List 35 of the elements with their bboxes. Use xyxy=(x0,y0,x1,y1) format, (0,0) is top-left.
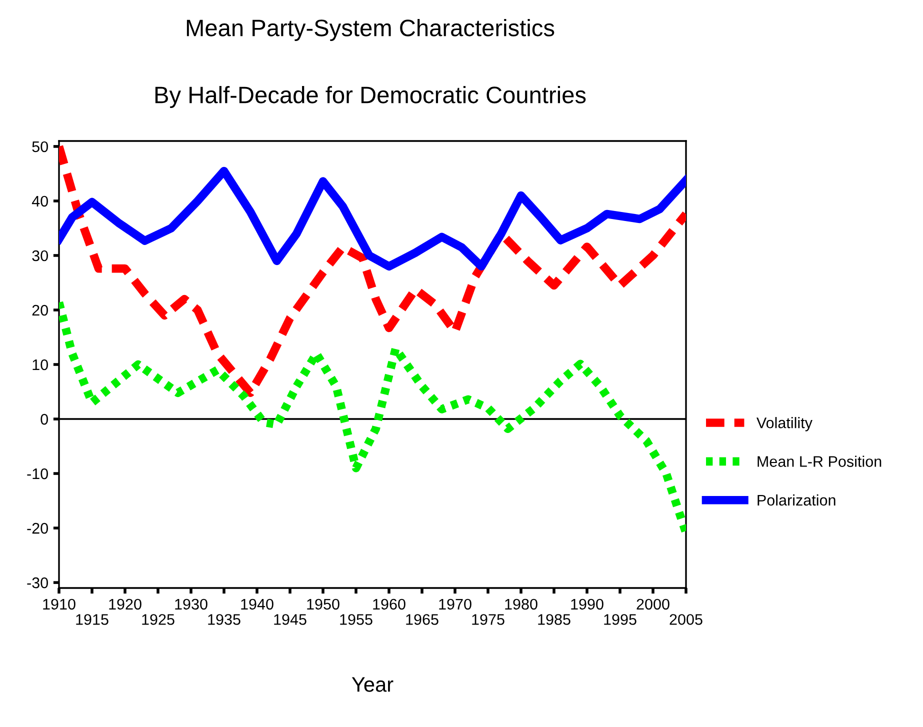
x2-tick-label: 1945 xyxy=(274,614,306,625)
x-tick-label: 1950 xyxy=(307,598,340,610)
x-tick-label: 1930 xyxy=(175,598,208,610)
y-tick-label: 50 xyxy=(32,141,48,152)
chart-subtitle: By Half-Decade for Democratic Countries xyxy=(155,86,586,108)
chart-title: Mean Party-System Characteristics xyxy=(186,18,554,42)
x-axis-title: Year xyxy=(352,677,394,692)
x2-tick-label: 1965 xyxy=(406,614,438,625)
y-tick-label: 30 xyxy=(32,250,48,262)
y-tick-label: 40 xyxy=(32,196,48,207)
x2-tick-label: 1955 xyxy=(340,614,372,625)
x-tick-label: 1990 xyxy=(571,598,604,610)
x-tick-label: 1940 xyxy=(241,598,274,610)
x-tick-label: 1970 xyxy=(439,598,472,610)
y-tick-label: -10 xyxy=(27,468,48,480)
x-tick-label: 1920 xyxy=(109,598,142,610)
x2-tick-label: 1935 xyxy=(208,614,240,625)
y-tick-label: 0 xyxy=(40,414,48,425)
x2-tick-label: 1975 xyxy=(472,614,504,625)
y-tick-label: 10 xyxy=(32,359,48,370)
y-tick-label: 20 xyxy=(32,304,48,316)
legend-label: Volatility xyxy=(756,417,812,432)
legend-label: Polarization xyxy=(758,494,836,506)
x2-tick-label: 1995 xyxy=(604,614,636,625)
x-tick-label: 1910 xyxy=(43,598,76,610)
x2-tick-label: 2005 xyxy=(670,614,702,625)
x2-tick-label: 1925 xyxy=(142,614,174,625)
x2-tick-label: 1985 xyxy=(538,614,570,625)
legend-label: Mean L-R Position xyxy=(758,456,882,467)
x2-tick-label: 1915 xyxy=(76,614,108,625)
x-tick-label: 1980 xyxy=(505,598,538,610)
y-tick-label: -20 xyxy=(27,522,48,534)
x-tick-label: 1960 xyxy=(373,598,406,610)
y-tick-label: -30 xyxy=(27,577,48,588)
x-tick-label: 2000 xyxy=(636,598,670,610)
